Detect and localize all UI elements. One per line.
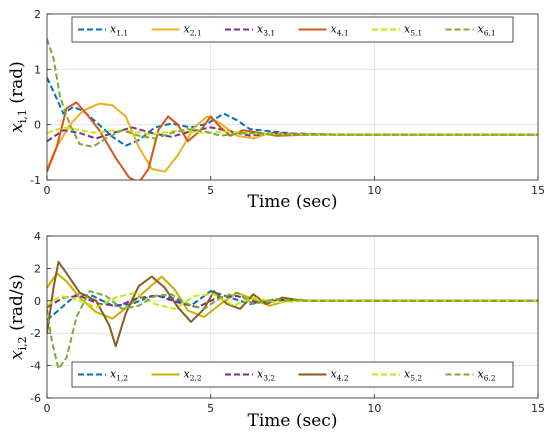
y-tick-label: -6 — [30, 392, 41, 405]
series-line-6 — [47, 290, 538, 370]
legend-label-var: x — [331, 23, 338, 36]
legend-label-sub: 1,2 — [116, 374, 128, 383]
x-axis-label: Time (sec) — [248, 411, 338, 431]
legend-label-sub: 3,1 — [263, 29, 275, 38]
legend-label-var: x — [478, 368, 485, 381]
x-tick-label: 5 — [207, 402, 214, 415]
y-tick-label: -2 — [30, 327, 41, 340]
y-tick-label: 2 — [34, 8, 41, 21]
y-axis-label-unit: (rad/s) — [7, 274, 27, 336]
axes-box — [46, 235, 539, 399]
x-tick-label: 0 — [44, 402, 51, 415]
legend-label-sub: 4,2 — [337, 374, 349, 383]
legend-label-var: x — [184, 23, 191, 36]
legend-label-2: x2,2 — [184, 368, 202, 383]
x-tick-label: 10 — [367, 184, 381, 197]
legend-label-var: x — [478, 23, 485, 36]
legend-box — [71, 16, 514, 43]
legend-label-sub: 4,1 — [337, 29, 349, 38]
series-line-5 — [47, 291, 538, 310]
legend-label-var: x — [404, 368, 411, 381]
legend-label-1: x1,1 — [110, 23, 128, 38]
series-line-6 — [47, 38, 538, 148]
x-tick-label: 15 — [531, 184, 545, 197]
y-tick-label: -4 — [30, 360, 41, 373]
legend-label-1: x1,2 — [110, 368, 128, 383]
legend-label-var: x — [110, 368, 117, 381]
legend-label-var: x — [110, 23, 117, 36]
legend-label-5: x5,2 — [404, 368, 422, 383]
legend-label-2: x2,1 — [184, 23, 202, 38]
legend-label-sub: 6,2 — [484, 374, 496, 383]
legend-label-4: x4,2 — [331, 368, 349, 383]
series-line-2 — [47, 272, 538, 320]
y-tick-label: 0 — [34, 119, 41, 132]
legend-label-var: x — [331, 368, 338, 381]
y-axis-label-var: x — [7, 350, 27, 360]
x-tick-label: 10 — [367, 402, 381, 415]
x-tick-label: 5 — [207, 184, 214, 197]
series-line-1 — [47, 77, 538, 147]
legend-label-var: x — [184, 368, 191, 381]
series-group — [47, 260, 538, 370]
legend-label-5: x5,1 — [404, 23, 422, 38]
legend-label-sub: 1,1 — [116, 29, 128, 38]
legend-label-var: x — [257, 368, 264, 381]
legend-label-4: x4,1 — [331, 23, 349, 38]
legend-label-var: x — [257, 23, 264, 36]
y-tick-label: -1 — [30, 174, 41, 187]
legend-label-sub: 2,2 — [190, 374, 202, 383]
y-axis-label: xi,2 (rad/s) — [7, 274, 29, 360]
x-tick-label: 0 — [44, 184, 51, 197]
legend-label-6: x6,2 — [478, 368, 496, 383]
y-axis-label-unit: (rad) — [7, 61, 27, 109]
legend-label-3: x3,2 — [257, 368, 275, 383]
x-tick-label: 15 — [531, 402, 545, 415]
y-axis-label: xi,1 (rad) — [7, 61, 29, 132]
legend-label-6: x6,1 — [478, 23, 496, 38]
legend-box — [71, 361, 514, 388]
legend-label-sub: 5,1 — [410, 29, 422, 38]
y-tick-label: 4 — [34, 230, 41, 243]
legend-label-var: x — [404, 23, 411, 36]
y-tick-label: 2 — [34, 262, 41, 275]
axes-box — [46, 13, 539, 181]
legend-label-sub: 3,2 — [263, 374, 275, 383]
series-line-4 — [47, 101, 538, 180]
y-axis-label-sub: i,2 — [16, 336, 29, 350]
series-group — [47, 38, 538, 180]
y-tick-label: 0 — [34, 295, 41, 308]
x-axis-label: Time (sec) — [248, 192, 338, 212]
legend-label-3: x3,1 — [257, 23, 275, 38]
y-tick-label: 1 — [34, 63, 41, 76]
y-axis-label-var: x — [7, 123, 27, 133]
legend-label-sub: 6,1 — [484, 29, 496, 38]
legend-label-sub: 2,1 — [190, 29, 202, 38]
legend-label-sub: 5,2 — [410, 374, 422, 383]
y-axis-label-sub: i,1 — [16, 109, 29, 123]
